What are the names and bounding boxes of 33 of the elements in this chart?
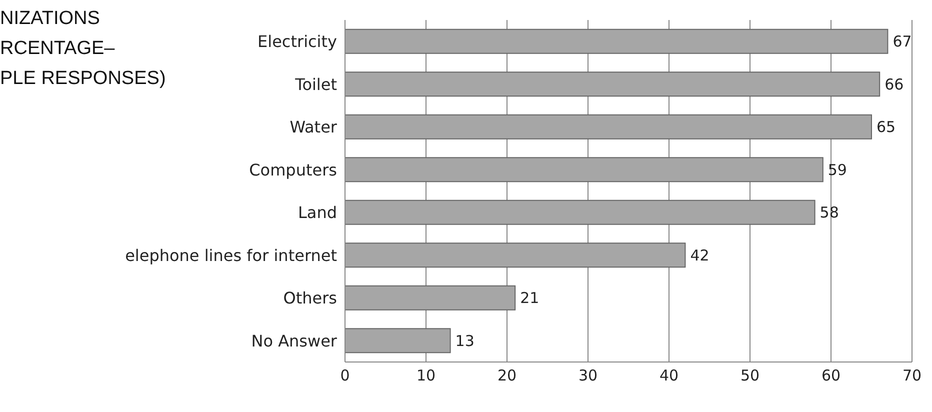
- x-tick-label: 50: [740, 366, 760, 385]
- data-label: 21: [520, 289, 540, 308]
- bar: [345, 242, 686, 268]
- y-tick-label: elephone lines for internet: [125, 246, 337, 265]
- x-tick-label: 20: [497, 366, 517, 385]
- text: NIZATIONS RCENTAGE– PLE RESPONSES): [0, 7, 166, 91]
- data-label: 58: [820, 204, 839, 222]
- bar: [345, 200, 816, 225]
- x-tick-label: 40: [659, 366, 679, 385]
- data-label: 59: [828, 160, 847, 179]
- bar: [345, 157, 824, 182]
- x-tick-label: 60: [821, 366, 841, 385]
- y-tick-label: Computers: [249, 160, 337, 180]
- bar: [345, 328, 451, 354]
- data-label: 65: [876, 118, 896, 136]
- data-label: 66: [884, 75, 904, 94]
- data-label: 42: [690, 246, 710, 264]
- y-tick-label: Land: [298, 203, 337, 222]
- y-tick-label: Toilet: [294, 74, 337, 94]
- bar: [345, 72, 880, 97]
- x-tick-label: 10: [416, 366, 436, 385]
- bar: [345, 285, 516, 310]
- data-label: 13: [455, 332, 474, 350]
- x-tick-label: 0: [340, 366, 350, 385]
- x-tick-label: 70: [902, 366, 922, 385]
- y-tick-label: No Answer: [251, 331, 338, 350]
- bar: [345, 114, 872, 140]
- y-tick-label: Water: [290, 118, 338, 137]
- bar: [345, 28, 888, 54]
- y-tick-label: Others: [283, 288, 337, 308]
- data-label: 67: [892, 32, 912, 51]
- y-tick-label: Electricity: [258, 32, 337, 52]
- x-tick-label: 30: [578, 366, 598, 385]
